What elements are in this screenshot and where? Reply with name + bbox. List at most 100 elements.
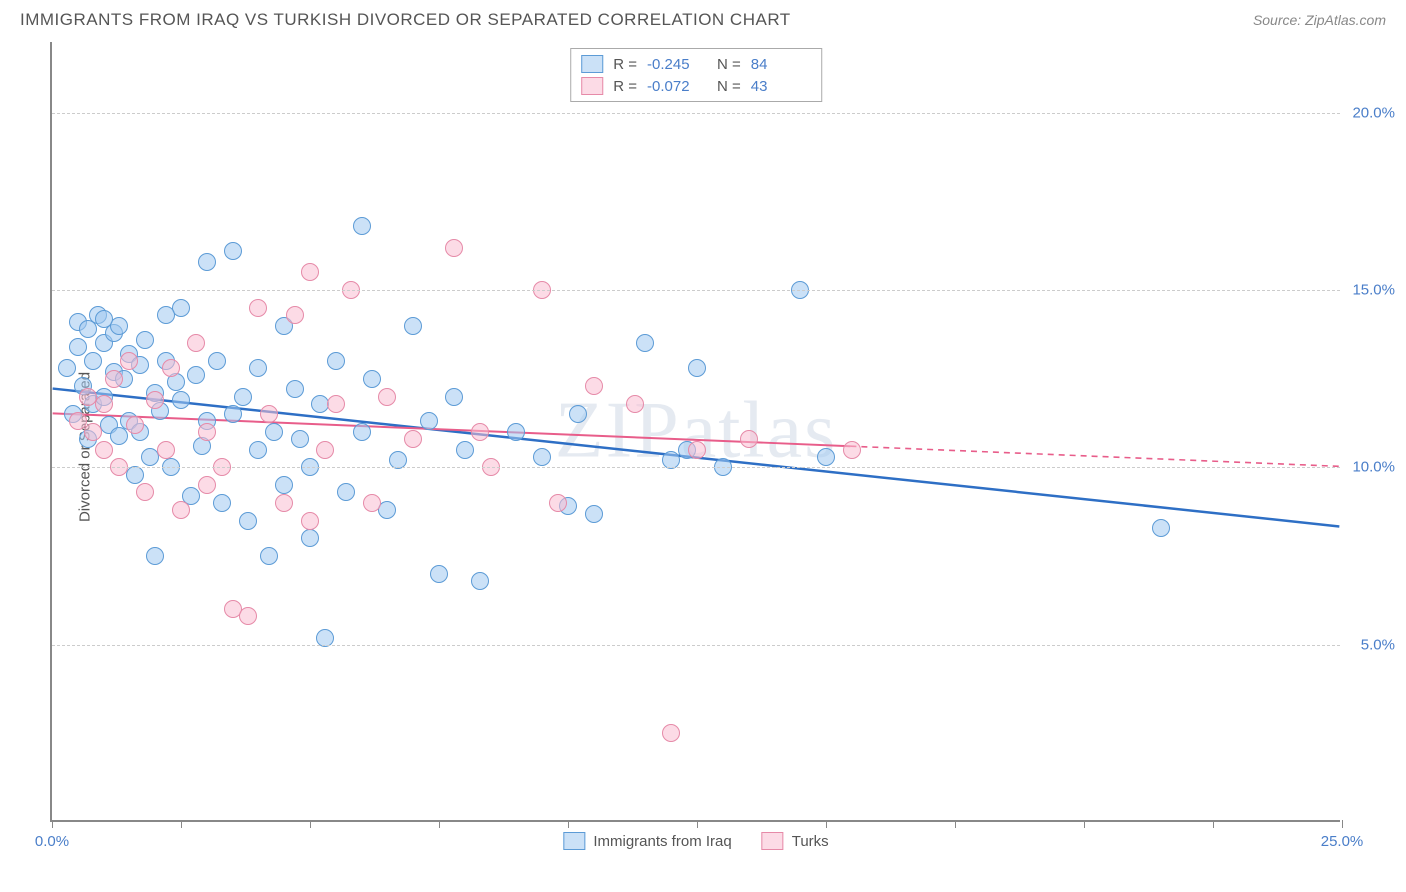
data-point bbox=[286, 380, 304, 398]
data-point bbox=[265, 423, 283, 441]
source-label: Source: ZipAtlas.com bbox=[1253, 12, 1386, 28]
data-point bbox=[95, 441, 113, 459]
data-point bbox=[549, 494, 567, 512]
data-point bbox=[208, 352, 226, 370]
data-point bbox=[260, 547, 278, 565]
data-point bbox=[239, 607, 257, 625]
legend-swatch bbox=[762, 832, 784, 850]
data-point bbox=[172, 299, 190, 317]
data-point bbox=[327, 352, 345, 370]
data-point bbox=[301, 263, 319, 281]
data-point bbox=[420, 412, 438, 430]
data-point bbox=[378, 501, 396, 519]
data-point bbox=[224, 405, 242, 423]
data-point bbox=[162, 359, 180, 377]
series-legend: Immigrants from Iraq Turks bbox=[563, 832, 828, 850]
x-tick-label: 25.0% bbox=[1321, 833, 1364, 850]
gridline bbox=[52, 113, 1340, 114]
data-point bbox=[146, 547, 164, 565]
data-point bbox=[1152, 519, 1170, 537]
chart-title: IMMIGRANTS FROM IRAQ VS TURKISH DIVORCED… bbox=[20, 10, 791, 30]
data-point bbox=[105, 370, 123, 388]
data-point bbox=[636, 334, 654, 352]
x-tick bbox=[697, 820, 698, 828]
x-tick bbox=[826, 820, 827, 828]
data-point bbox=[843, 441, 861, 459]
data-point bbox=[198, 253, 216, 271]
data-point bbox=[84, 423, 102, 441]
x-tick-label: 0.0% bbox=[35, 833, 69, 850]
data-point bbox=[69, 338, 87, 356]
legend-item: Turks bbox=[762, 832, 829, 850]
plot-area: ZIPatlas R =-0.245N =84R =-0.072N =43 Im… bbox=[50, 42, 1340, 822]
data-point bbox=[363, 494, 381, 512]
data-point bbox=[275, 494, 293, 512]
data-point bbox=[817, 448, 835, 466]
legend-item: Immigrants from Iraq bbox=[563, 832, 731, 850]
y-tick-label: 15.0% bbox=[1352, 282, 1395, 299]
data-point bbox=[291, 430, 309, 448]
data-point bbox=[363, 370, 381, 388]
data-point bbox=[198, 476, 216, 494]
data-point bbox=[187, 334, 205, 352]
data-point bbox=[301, 512, 319, 530]
x-tick bbox=[955, 820, 956, 828]
y-tick-label: 10.0% bbox=[1352, 459, 1395, 476]
data-point bbox=[740, 430, 758, 448]
data-point bbox=[157, 306, 175, 324]
data-point bbox=[445, 239, 463, 257]
data-point bbox=[662, 724, 680, 742]
data-point bbox=[585, 505, 603, 523]
x-tick bbox=[1084, 820, 1085, 828]
gridline bbox=[52, 467, 1340, 468]
legend-label: Turks bbox=[792, 833, 829, 850]
x-tick bbox=[1342, 820, 1343, 828]
y-tick-label: 20.0% bbox=[1352, 104, 1395, 121]
legend-label: Immigrants from Iraq bbox=[593, 833, 731, 850]
x-tick bbox=[181, 820, 182, 828]
data-point bbox=[136, 483, 154, 501]
scatter-points bbox=[52, 42, 1340, 820]
data-point bbox=[471, 423, 489, 441]
data-point bbox=[120, 352, 138, 370]
data-point bbox=[187, 366, 205, 384]
data-point bbox=[688, 441, 706, 459]
data-point bbox=[626, 395, 644, 413]
data-point bbox=[585, 377, 603, 395]
gridline bbox=[52, 645, 1340, 646]
data-point bbox=[404, 317, 422, 335]
data-point bbox=[234, 388, 252, 406]
data-point bbox=[146, 391, 164, 409]
data-point bbox=[249, 299, 267, 317]
data-point bbox=[378, 388, 396, 406]
data-point bbox=[172, 501, 190, 519]
data-point bbox=[224, 242, 242, 260]
data-point bbox=[688, 359, 706, 377]
data-point bbox=[172, 391, 190, 409]
data-point bbox=[445, 388, 463, 406]
data-point bbox=[569, 405, 587, 423]
data-point bbox=[353, 217, 371, 235]
data-point bbox=[327, 395, 345, 413]
gridline bbox=[52, 290, 1340, 291]
x-tick bbox=[439, 820, 440, 828]
data-point bbox=[136, 331, 154, 349]
data-point bbox=[95, 310, 113, 328]
data-point bbox=[316, 441, 334, 459]
data-point bbox=[404, 430, 422, 448]
data-point bbox=[95, 395, 113, 413]
chart-container: Divorced or Separated ZIPatlas R =-0.245… bbox=[20, 42, 1386, 852]
data-point bbox=[533, 448, 551, 466]
data-point bbox=[58, 359, 76, 377]
data-point bbox=[286, 306, 304, 324]
data-point bbox=[239, 512, 257, 530]
data-point bbox=[471, 572, 489, 590]
data-point bbox=[456, 441, 474, 459]
data-point bbox=[213, 494, 231, 512]
data-point bbox=[353, 423, 371, 441]
x-tick bbox=[52, 820, 53, 828]
data-point bbox=[337, 483, 355, 501]
data-point bbox=[430, 565, 448, 583]
data-point bbox=[198, 423, 216, 441]
data-point bbox=[275, 476, 293, 494]
